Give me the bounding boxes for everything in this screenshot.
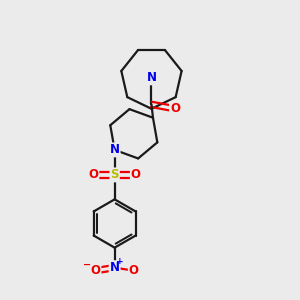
Text: S: S — [110, 168, 119, 182]
Text: N: N — [146, 71, 157, 84]
Text: O: O — [129, 264, 139, 277]
Text: −: − — [83, 260, 91, 270]
Text: O: O — [91, 264, 100, 277]
Text: O: O — [170, 102, 180, 115]
Text: O: O — [131, 168, 141, 182]
Text: N: N — [110, 261, 120, 274]
Text: N: N — [110, 143, 120, 156]
Text: +: + — [116, 257, 124, 266]
Text: O: O — [88, 168, 98, 182]
